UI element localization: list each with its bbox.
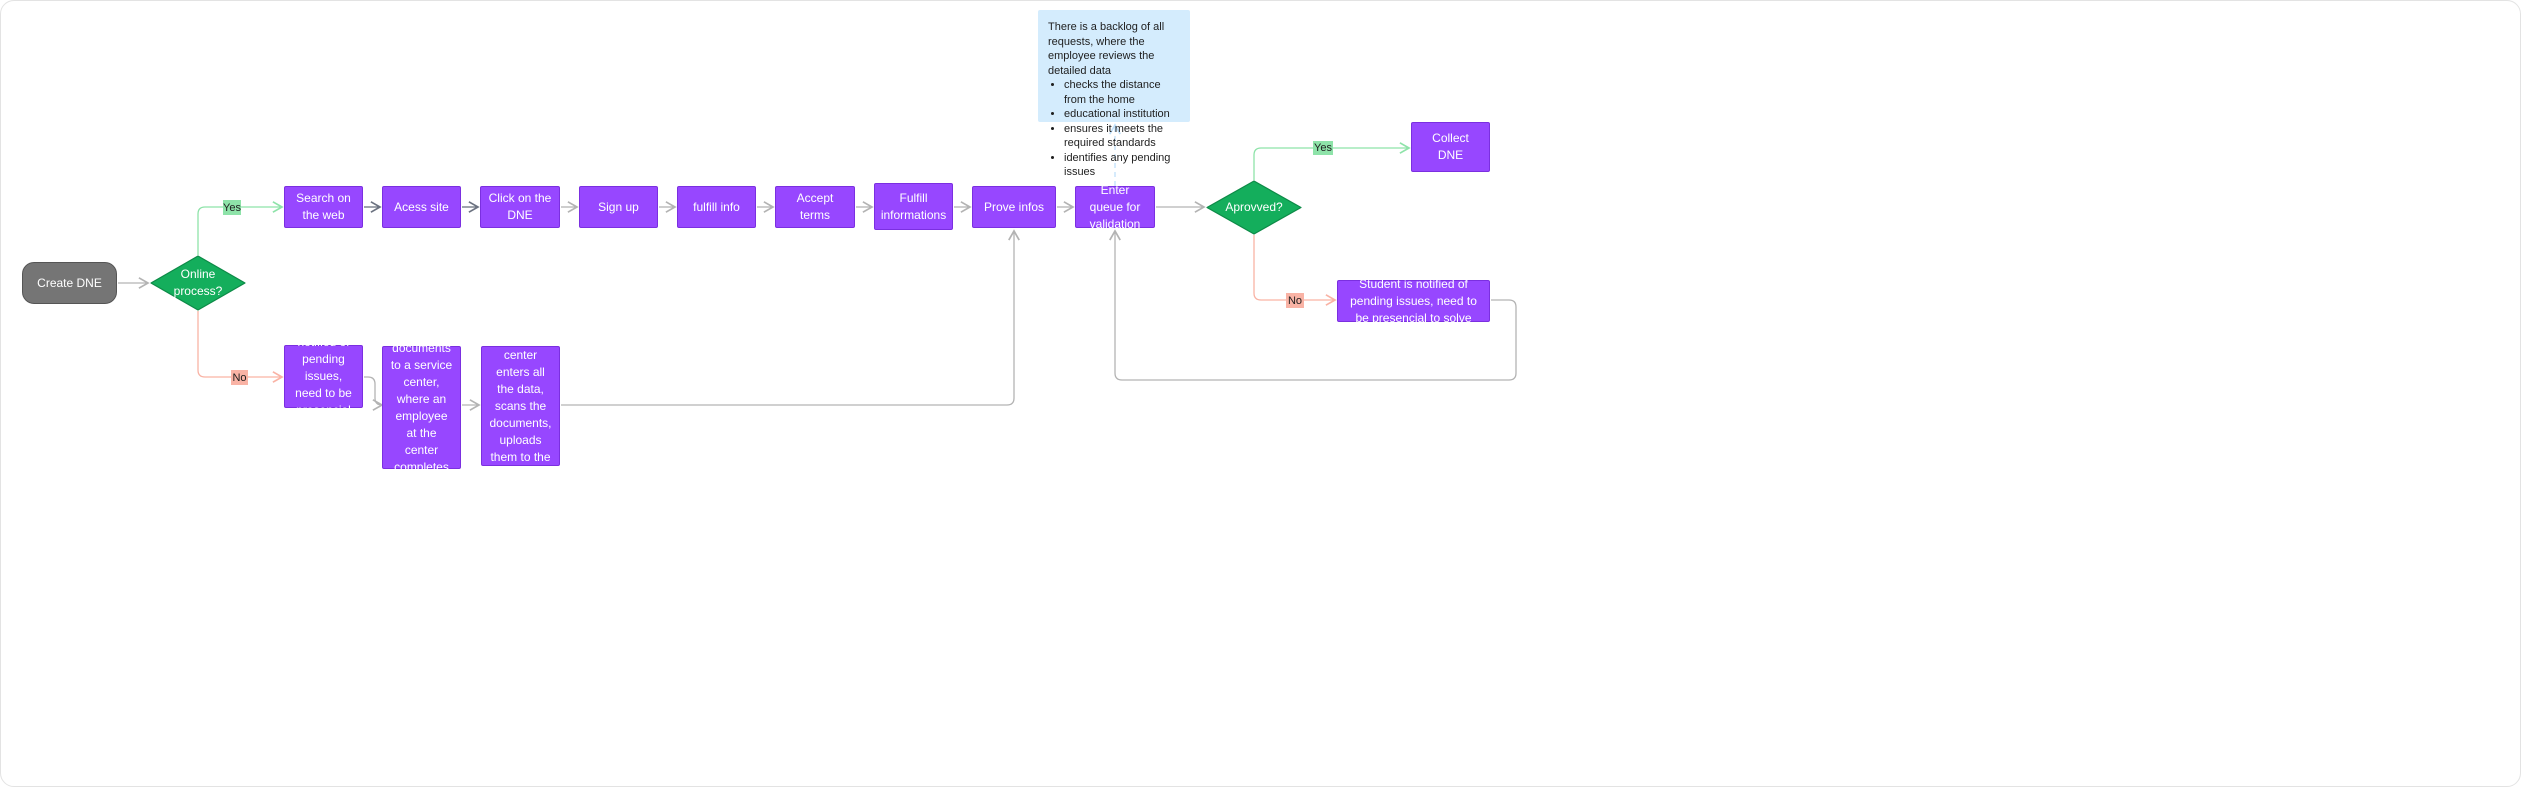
yes-label: Yes xyxy=(1313,141,1333,155)
student-notified-online-node[interactable]: Student is notified of pending issues, n… xyxy=(1337,277,1490,325)
decision-diamond-shape xyxy=(150,255,246,311)
backlog-note: There is a backlog of all requests, wher… xyxy=(1038,10,1190,178)
student-notified-offline-node[interactable]: Student is notified of pending issues, n… xyxy=(284,318,363,434)
search-web-node[interactable]: Search on the web xyxy=(284,186,363,228)
student-submits-node[interactable]: The student submits the documents to a s… xyxy=(382,307,461,508)
fulfill-info-node[interactable]: fulfill info xyxy=(677,186,756,228)
link-notified-submits xyxy=(364,376,384,411)
employee-registers-node[interactable]: The employee at the service center enter… xyxy=(481,280,560,532)
link-employee-prove xyxy=(561,229,1020,406)
enter-queue-node[interactable]: Enter queue for validation xyxy=(1075,183,1155,231)
note-item: identifies any pending issues xyxy=(1064,151,1180,180)
link-approved-no xyxy=(1253,235,1337,306)
link-online-no xyxy=(197,311,284,383)
approved-decision[interactable]: Aprovved? xyxy=(1206,180,1302,235)
decision-label: Online process? xyxy=(173,267,223,298)
prove-infos-node[interactable]: Prove infos xyxy=(972,186,1056,228)
online-process-decision[interactable]: Online process? xyxy=(150,255,246,311)
decision-diamond-shape xyxy=(1206,180,1302,235)
sign-up-node[interactable]: Sign up xyxy=(579,186,658,228)
yes-label: Yes xyxy=(223,200,241,215)
collect-dne-node[interactable]: Collect DNE xyxy=(1411,122,1490,172)
note-item: checks the distance from the home xyxy=(1064,78,1180,107)
note-list: checks the distance from the home educat… xyxy=(1048,78,1180,180)
no-label: No xyxy=(231,370,248,385)
create-dne-node[interactable]: Create DNE xyxy=(22,262,117,304)
note-item: educational institution xyxy=(1064,107,1180,122)
no-label: No xyxy=(1286,293,1304,308)
link-online-yes xyxy=(197,201,284,255)
accept-terms-node[interactable]: Accept terms xyxy=(775,186,855,228)
click-dne-node[interactable]: Click on the DNE xyxy=(480,186,560,228)
note-item: ensures it meets the required standards xyxy=(1064,122,1180,151)
access-site-node[interactable]: Acess site xyxy=(382,186,461,228)
link-notified-back xyxy=(1109,229,1517,381)
link-approved-yes xyxy=(1253,142,1411,180)
decision-label: Aprovved? xyxy=(1225,200,1283,214)
fulfill-informations-node[interactable]: Fulfill informations xyxy=(874,183,953,230)
note-intro: There is a backlog of all requests, wher… xyxy=(1048,21,1165,77)
